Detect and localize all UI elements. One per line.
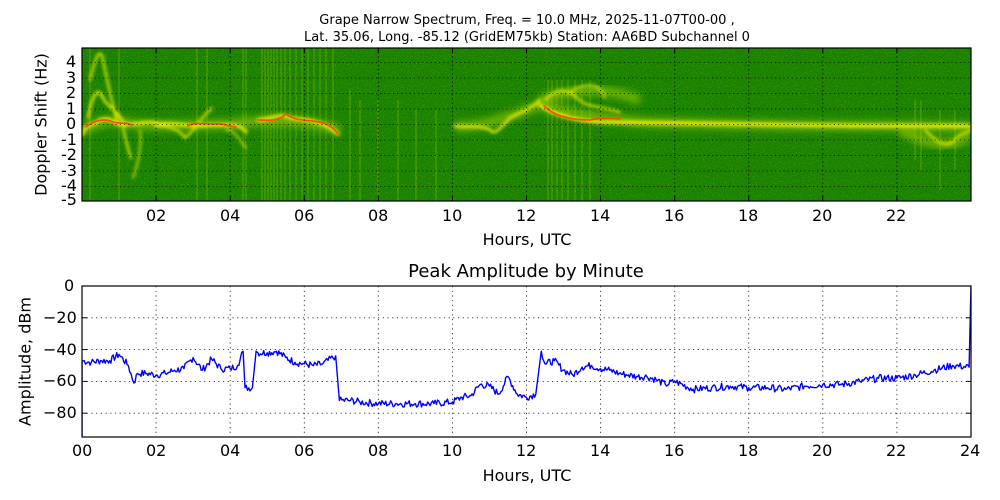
xtick-08: 08 <box>368 441 389 460</box>
amplitude-xlabel: Hours, UTC <box>482 466 572 485</box>
xtick-06: 06 <box>294 441 315 460</box>
xtick-16: 16 <box>664 206 685 225</box>
ytick-neg20: −20 <box>43 308 77 327</box>
xtick-02: 02 <box>146 441 167 460</box>
xtick-22: 22 <box>886 206 907 225</box>
xtick-10: 10 <box>442 441 463 460</box>
spectrogram-ylabel: Doppler Shift (Hz) <box>31 53 51 196</box>
ytick-neg60: −60 <box>43 371 77 390</box>
spectrogram-frame <box>81 47 972 202</box>
ytick-neg40: −40 <box>43 340 77 359</box>
xtick-04: 04 <box>220 441 241 460</box>
ytick-1: 1 <box>66 99 77 118</box>
xtick-24: 24 <box>960 441 981 460</box>
ytick-2: 2 <box>66 83 77 102</box>
ytick-4: 4 <box>66 52 77 71</box>
xtick-14: 14 <box>590 206 611 225</box>
xtick-14: 14 <box>590 441 611 460</box>
ytick-neg80: −80 <box>43 403 77 422</box>
spectrogram-title-line-2: Lat. 35.06, Long. -85.12 (GridEM75kb) St… <box>304 30 750 45</box>
xtick-04: 04 <box>220 206 241 225</box>
xtick-12: 12 <box>516 441 537 460</box>
amplitude-title: Peak Amplitude by Minute <box>408 261 644 282</box>
amplitude-ylabel: Amplitude, dBm <box>15 297 35 426</box>
xtick-10: 10 <box>442 206 463 225</box>
xtick-16: 16 <box>664 441 685 460</box>
amplitude-frame <box>81 285 972 438</box>
amplitude-grid <box>82 286 971 437</box>
spectrogram-title-line-1: Grape Narrow Spectrum, Freq. = 10.0 MHz,… <box>319 13 735 28</box>
amplitude-line <box>82 286 971 437</box>
xtick-18: 18 <box>738 206 759 225</box>
ytick-neg5: -5 <box>61 190 77 209</box>
ytick-0: 0 <box>66 114 77 133</box>
xtick-06: 06 <box>294 206 315 225</box>
ytick-0: 0 <box>64 276 75 295</box>
xtick-02: 02 <box>146 206 167 225</box>
spectrogram-xlabel: Hours, UTC <box>482 230 572 249</box>
ytick-neg2: -2 <box>61 145 77 164</box>
xtick-00: 00 <box>72 441 93 460</box>
xtick-20: 20 <box>812 441 833 460</box>
xtick-12: 12 <box>516 206 537 225</box>
xtick-08: 08 <box>368 206 389 225</box>
ytick-3: 3 <box>66 68 77 87</box>
xtick-20: 20 <box>812 206 833 225</box>
ytick-neg4: -4 <box>61 176 77 195</box>
ytick-neg1: -1 <box>61 130 77 149</box>
ytick-neg3: -3 <box>61 161 77 180</box>
xtick-22: 22 <box>886 441 907 460</box>
xtick-18: 18 <box>738 441 759 460</box>
